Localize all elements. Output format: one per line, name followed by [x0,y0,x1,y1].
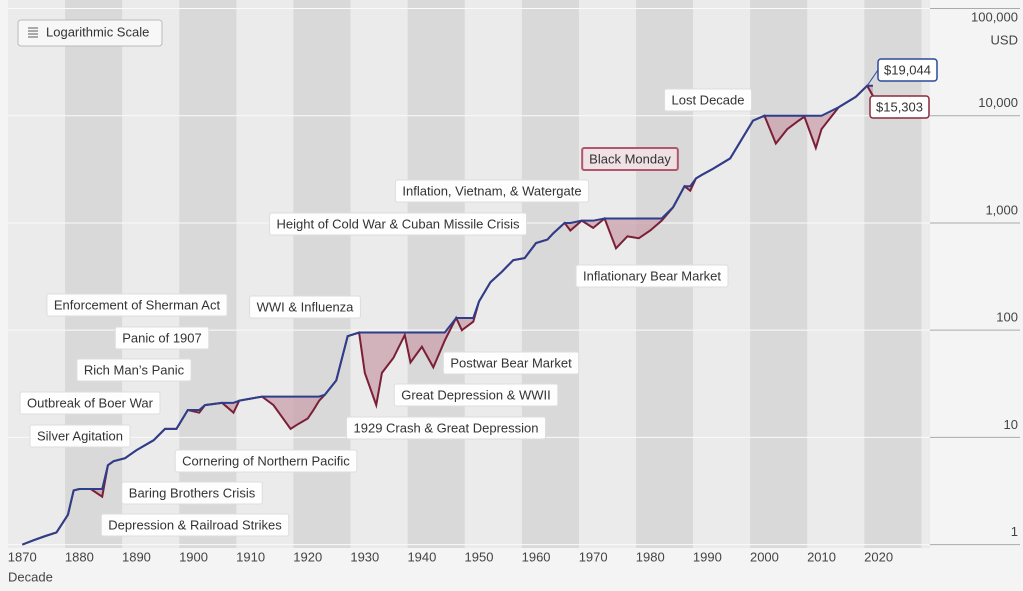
annotation-box [581,147,679,171]
decade-band [521,0,579,548]
peak-line [21,84,873,546]
annotation: Baring Brothers Crisis [129,485,256,500]
annotation-box [442,351,580,375]
x-axis-label: Decade [8,569,53,584]
x-tick-label: 1950 [465,549,494,564]
y-tick-label: 100 [996,310,1018,325]
x-tick-label: 1890 [122,549,151,564]
decade-band [65,0,123,548]
x-tick-label: 1900 [179,549,208,564]
x-tick-label: 2000 [750,549,779,564]
callout-box [869,95,930,119]
x-tick-label: 2020 [864,549,893,564]
x-tick-label: 1920 [293,549,322,564]
annotation: Silver Agitation [37,428,123,443]
y-tick-label: 1 [1011,524,1018,539]
y-tick-label: 10 [1004,417,1018,432]
drawdown-area [604,207,674,249]
annotation-box [664,88,752,112]
x-tick-label: 1880 [65,549,94,564]
annotation: Lost Decade [672,92,745,107]
scale-button-label[interactable]: Logarithmic Scale [46,24,149,39]
drawdown-area [456,301,479,331]
x-tick-label: 1980 [636,549,665,564]
annotation: Panic of 1907 [122,330,202,345]
annotation-box [19,391,161,415]
annotation-box [249,295,361,319]
decade-band [750,0,808,548]
x-tick-label: 1990 [693,549,722,564]
annotation: 1929 Crash & Great Depression [354,420,539,435]
annotation-box [29,424,131,448]
annotation: Depression & Railroad Strikes [108,517,282,532]
y-tick-label: 10,000 [978,95,1018,110]
decade-band [864,0,922,548]
x-tick-label: 1940 [407,549,436,564]
annotation-box [121,481,263,505]
annotation: Great Depression & WWII [401,387,551,402]
y-tick-label: 100,000 [971,9,1018,24]
annotation-box [46,293,228,317]
x-tick-label: 1970 [579,549,608,564]
x-tick-label: 1870 [8,549,37,564]
annotation-box [394,179,590,203]
callout-box [877,58,938,82]
x-tick-label: 1960 [522,549,551,564]
annotation: Black Monday [589,151,671,166]
annotation-box [114,326,210,350]
annotation: Inflation, Vietnam, & Watergate [402,183,581,198]
annotation: WWI & Influenza [257,299,355,314]
x-tick-label: 2010 [807,549,836,564]
annotation-box [393,383,559,407]
annotation: Inflationary Bear Market [583,268,721,283]
drawdown-area [764,107,839,148]
annotation-box [100,513,290,537]
annotation-box [346,416,546,440]
annotation-box [269,212,527,236]
drawdown-area [262,394,325,429]
annotation: Enforcement of Sherman Act [54,297,221,312]
annotation: Cornering of Northern Pacific [182,453,350,468]
callout-label: $19,044 [884,62,931,77]
drawdown-area [359,317,457,406]
annotation: Height of Cold War & Cuban Missile Crisi… [277,216,520,231]
x-tick-label: 1930 [350,549,379,564]
annotation-box [174,449,358,473]
scale-button[interactable]: Logarithmic Scale [17,19,163,47]
annotation: Postwar Bear Market [450,355,572,370]
y-tick-label: 1,000 [985,202,1018,217]
x-tick-label: 1910 [236,549,265,564]
annotation: Outbreak of Boer War [27,395,154,410]
callout-label: $15,303 [876,99,923,114]
y-unit: USD [991,32,1018,47]
decade-band [407,0,465,548]
annotation-box [76,358,192,382]
callout-leader [866,69,879,87]
annotation-box [575,264,729,288]
annotation: Rich Man’s Panic [84,362,185,377]
